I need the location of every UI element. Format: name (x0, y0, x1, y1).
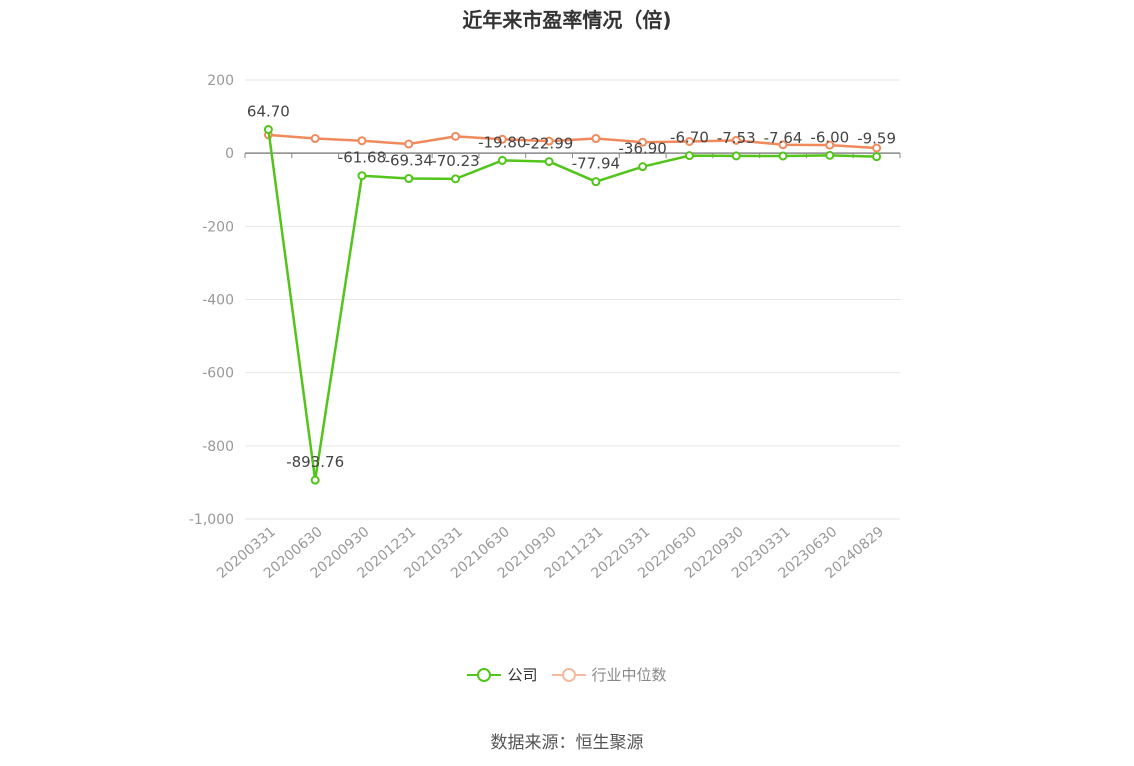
data-label: -6.70 (670, 129, 709, 147)
data-label: -6.00 (810, 128, 849, 146)
data-point-1 (357, 136, 367, 146)
chart-title: 近年来市盈率情况（倍) (462, 8, 672, 32)
legend-label-company: 公司 (507, 666, 538, 684)
data-label: -77.94 (572, 155, 620, 173)
y-tick-label: 0 (225, 146, 234, 162)
data-point-0 (544, 157, 554, 167)
legend-label-industry: 行业中位数 (591, 666, 667, 684)
data-label: -7.53 (717, 129, 756, 147)
data-point-1 (310, 134, 320, 144)
data-point-1 (404, 139, 414, 149)
legend-item-company[interactable]: 公司 (467, 664, 538, 685)
data-point-1 (497, 134, 507, 144)
y-tick-label: -800 (202, 439, 234, 455)
data-label: -36.90 (618, 140, 666, 158)
y-tick-label: -200 (202, 219, 234, 235)
data-point-1 (778, 140, 788, 150)
legend-swatch-industry (551, 665, 586, 685)
data-point-0 (825, 150, 835, 160)
data-label: -19.80 (478, 133, 526, 151)
data-source: 数据来源：恒生聚源 (490, 733, 644, 753)
data-label: -69.34 (385, 152, 433, 170)
data-point-0 (451, 174, 461, 184)
series-line-1 (268, 133, 877, 150)
y-axis: 200 0 -200 -400 -600 -800 -1,000 (189, 73, 234, 528)
data-point-0 (778, 151, 788, 161)
data-point-0 (310, 475, 320, 485)
data-point-1 (638, 137, 648, 147)
data-point-1 (684, 136, 694, 146)
data-label: -7.64 (764, 129, 803, 147)
data-labels: 64.70 -893.76 -61.68-69.34-70.23-19.80-22.… (247, 102, 896, 471)
data-point-0 (357, 171, 367, 181)
data-point-0 (731, 151, 741, 161)
series-layer (263, 124, 882, 485)
data-point-0 (591, 177, 601, 187)
data-label: -61.68 (338, 149, 386, 167)
data-point-1 (731, 135, 741, 145)
y-tick-label: 200 (207, 73, 234, 89)
legend-item-industry[interactable]: 行业中位数 (551, 664, 667, 685)
data-point-0 (263, 124, 273, 134)
y-tick-label: -400 (202, 293, 234, 309)
data-point-0 (872, 152, 882, 162)
x-axis: 2020033120200630202009302020123120210331… (214, 152, 901, 582)
data-point-1 (825, 140, 835, 150)
data-point-0 (638, 162, 648, 172)
data-label: 64.70 (247, 102, 290, 120)
data-label: -893.76 (286, 453, 344, 471)
data-label: -22.99 (525, 135, 573, 153)
data-point-1 (591, 134, 601, 144)
series-line-0 (267, 129, 877, 482)
legend-swatch-company (467, 665, 502, 685)
data-point-1 (451, 131, 461, 141)
data-label: -9.59 (857, 130, 896, 148)
data-point-1 (544, 136, 554, 146)
data-point-0 (497, 155, 507, 165)
data-label: -70.23 (431, 152, 479, 170)
legend: 公司 行业中位数 (0, 664, 1134, 685)
y-tick-label: -1,000 (189, 512, 234, 528)
data-point-0 (404, 174, 414, 184)
data-point-0 (684, 151, 694, 161)
data-point-1 (872, 143, 882, 153)
y-tick-label: -600 (202, 366, 234, 382)
